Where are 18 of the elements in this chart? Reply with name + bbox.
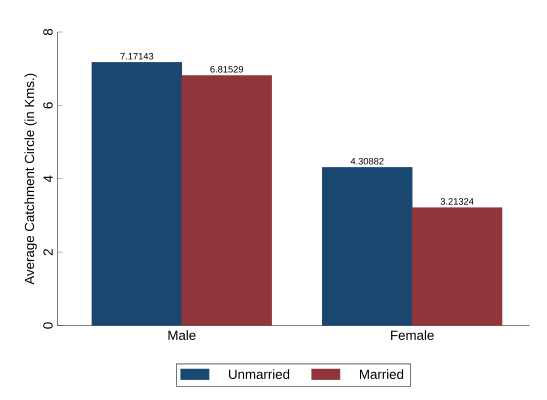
bar [92,62,182,326]
y-tick-label: 8 [43,28,53,36]
legend-label: Unmarried [228,369,290,379]
data-label: 7.17143 [120,52,154,60]
y-tick-label: 4 [44,175,53,182]
data-label: 4.30882 [350,158,384,164]
y-tick-label: 2 [43,249,53,256]
bar [322,167,412,326]
data-label: 6.81529 [210,66,244,72]
y-tick-label: 0 [43,322,53,329]
x-tick-label: Female [391,330,434,340]
data-label: 3.21324 [440,198,474,205]
bar [412,207,502,326]
bar [182,75,272,326]
y-tick-label: 6 [43,102,53,108]
legend-label: Married [360,369,404,379]
x-tick-label: Male [168,330,196,340]
y-axis-title: Average Catchment Circle (in Kms.) [24,74,37,285]
